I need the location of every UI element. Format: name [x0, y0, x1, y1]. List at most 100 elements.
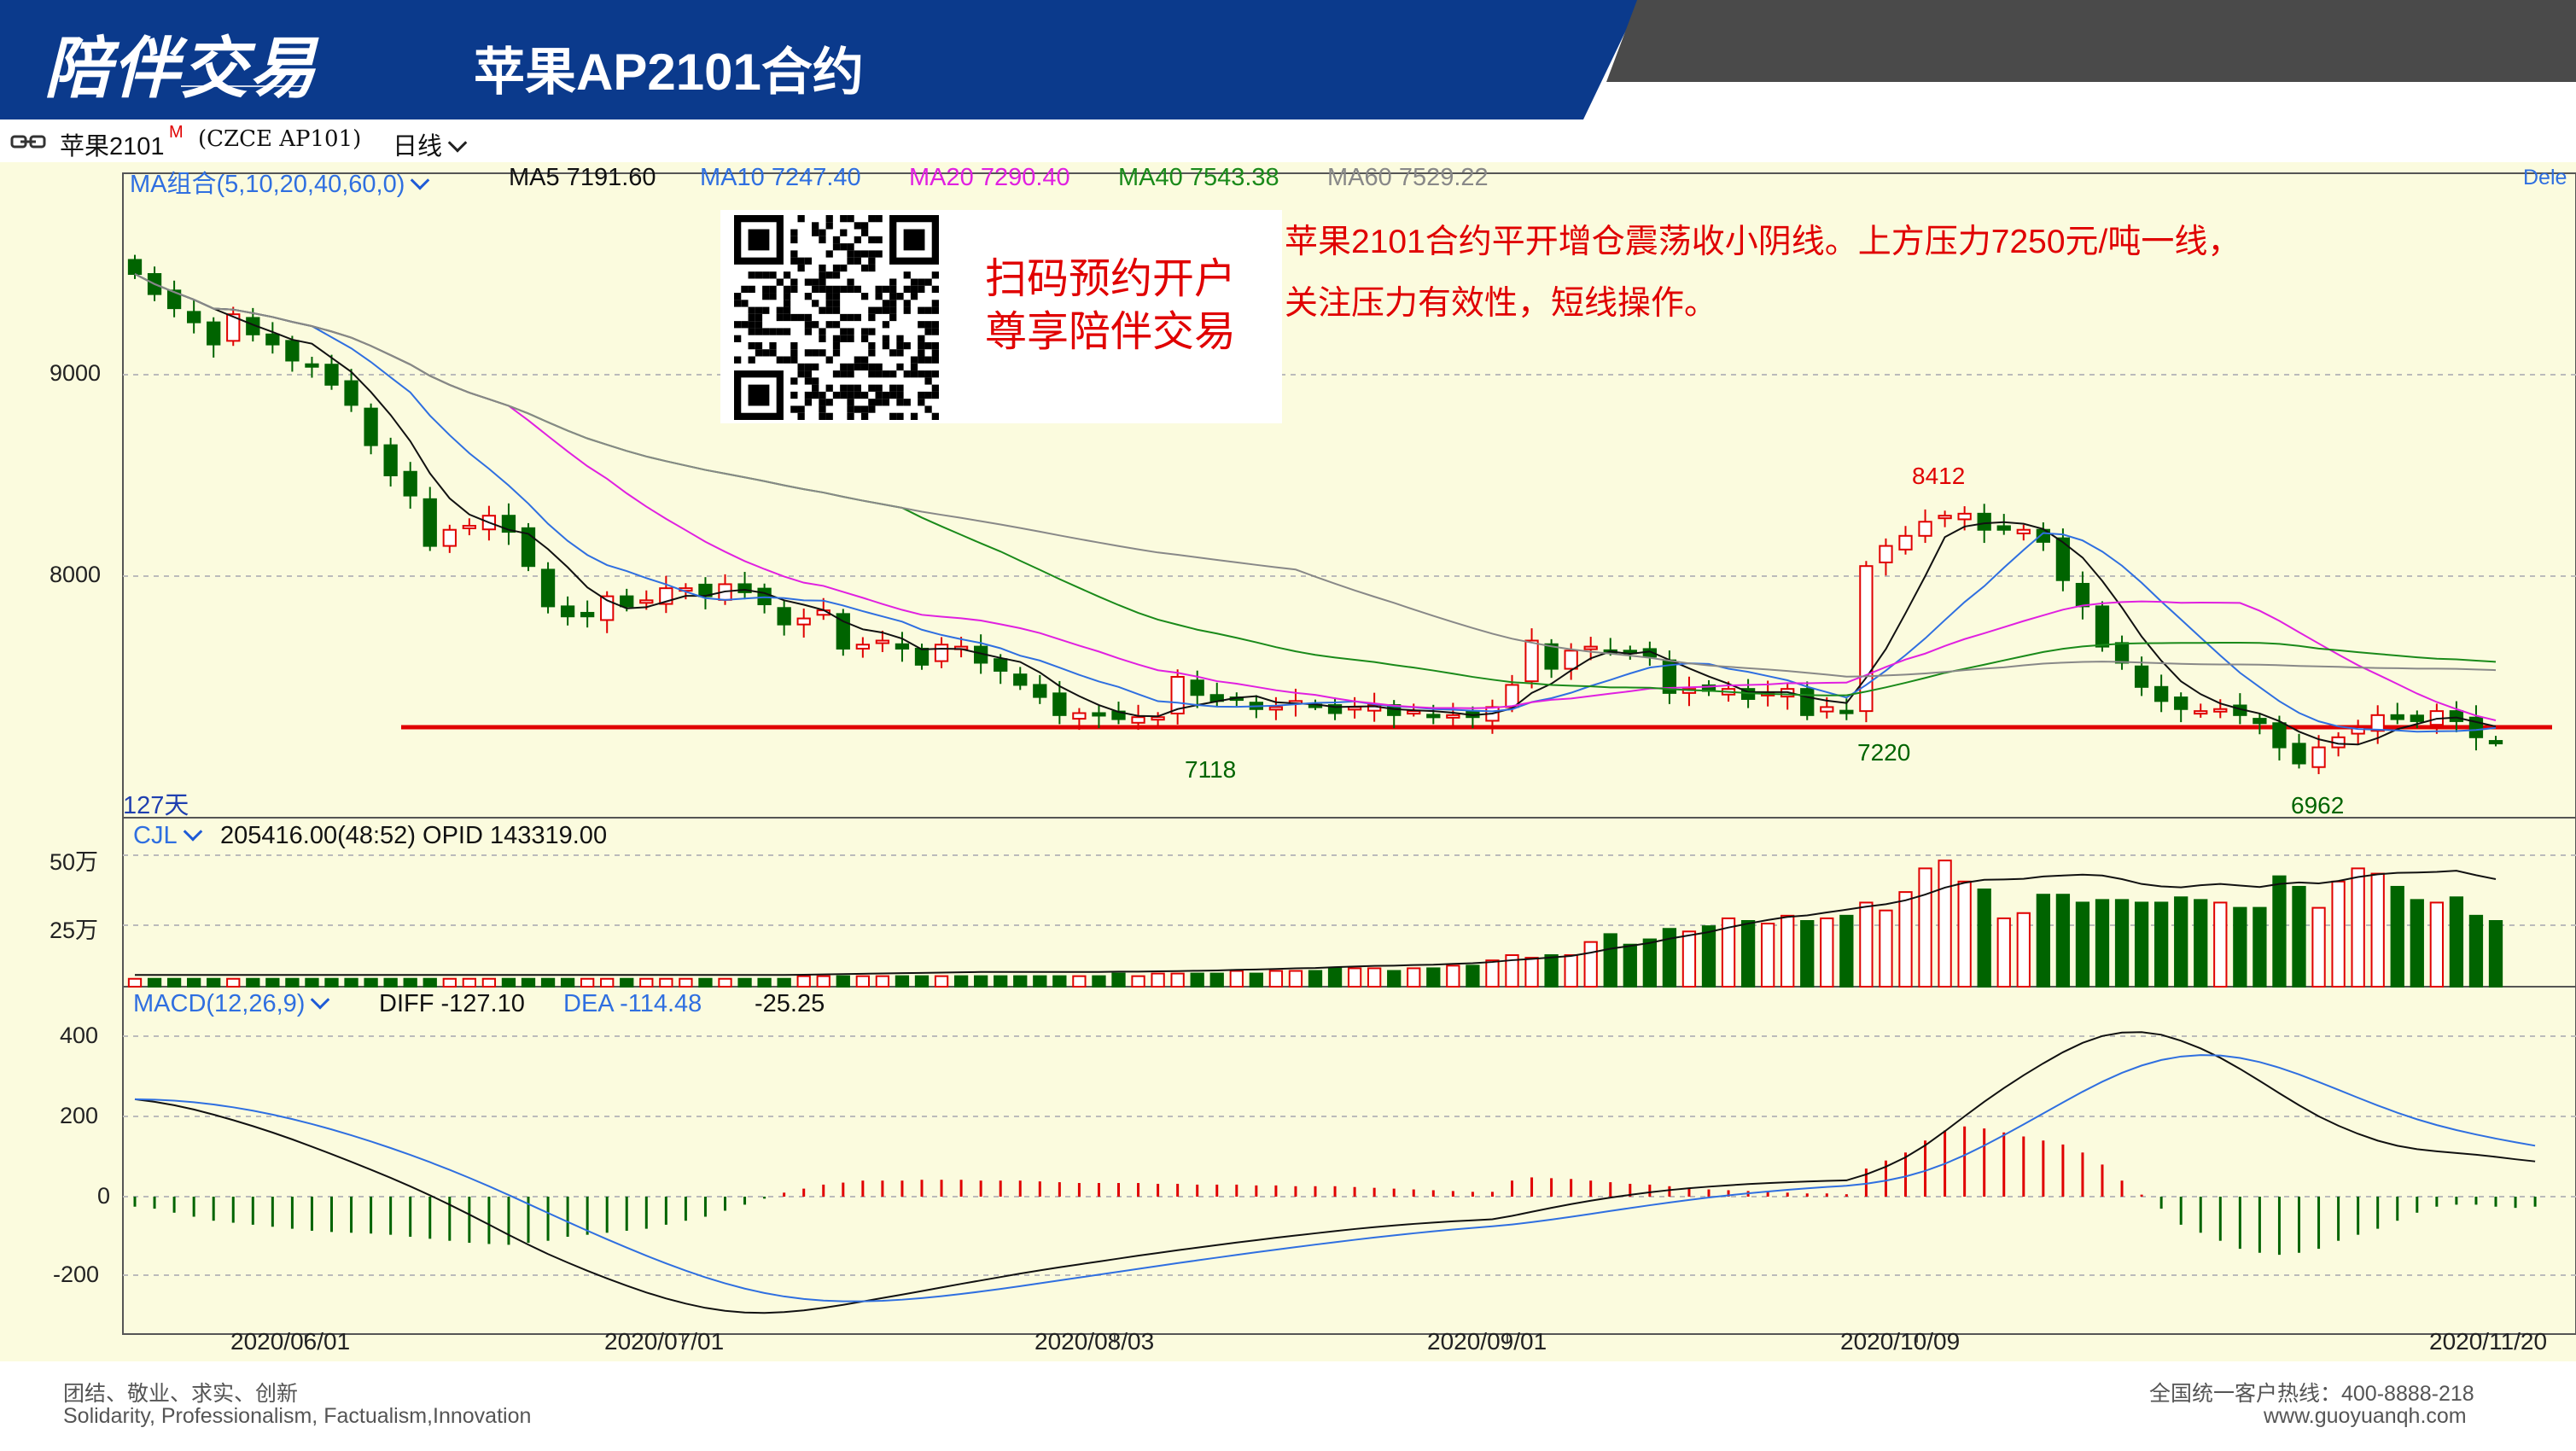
- qr-module: [854, 257, 861, 265]
- qr-module: [832, 321, 841, 329]
- logo: 陪伴交易: [44, 30, 318, 108]
- qr-module: [875, 370, 883, 378]
- volume-bar: [560, 977, 575, 988]
- qr-code-icon[interactable]: [734, 215, 939, 420]
- qr-module: [889, 349, 897, 357]
- volume-bar: [2272, 875, 2287, 988]
- qr-module: [910, 412, 918, 420]
- qr-module: [918, 321, 925, 329]
- qr-module: [918, 391, 925, 399]
- qr-module: [797, 215, 805, 223]
- macd-label: MACD(12,26,9): [133, 990, 306, 1017]
- diff-line: [134, 1031, 2536, 1314]
- qr-module: [924, 341, 932, 350]
- qr-module: [819, 391, 826, 399]
- qr-module: [734, 293, 742, 300]
- qr-module: [804, 278, 813, 286]
- qr-module: [755, 306, 763, 314]
- qr-module: [797, 405, 805, 413]
- candle-body: [1407, 710, 1421, 715]
- candle-body: [2174, 696, 2188, 710]
- qr-module: [860, 412, 869, 420]
- qr-module: [783, 356, 791, 364]
- ma5-value: MA5 7191.60: [509, 164, 656, 191]
- qr-module: [854, 391, 861, 399]
- candle-body: [1426, 714, 1441, 719]
- volume-bar: [698, 977, 713, 988]
- qr-module: [882, 306, 890, 314]
- qr-module: [875, 399, 883, 406]
- volume-bar: [1308, 970, 1323, 988]
- qr-module: [797, 264, 805, 272]
- volume-bar: [1170, 972, 1185, 988]
- volume-bar: [2174, 896, 2188, 988]
- qr-module: [840, 328, 848, 335]
- qr-module: [931, 349, 939, 357]
- qr-module: [734, 321, 742, 329]
- qr-module: [825, 300, 833, 307]
- footer-website[interactable]: www.guoyuanqh.com: [2264, 1404, 2467, 1428]
- volume-bar: [481, 977, 497, 988]
- qr-module: [868, 328, 876, 335]
- qr-module: [748, 285, 755, 294]
- qr-module: [825, 250, 833, 258]
- volume-bar: [1898, 891, 1913, 988]
- chart-area[interactable]: [0, 162, 2576, 1361]
- candle-body: [344, 380, 358, 406]
- qr-module: [840, 215, 848, 223]
- volume-bar: [1466, 964, 1480, 988]
- qr-module: [918, 349, 925, 357]
- volume-bar: [1485, 959, 1500, 988]
- volume-bar: [1131, 975, 1145, 988]
- volume-bar: [2370, 872, 2385, 988]
- qr-module: [847, 250, 854, 258]
- vol-tick-50: 50万: [50, 849, 99, 875]
- qr-module: [804, 399, 813, 406]
- qr-module: [924, 370, 932, 378]
- qr-module: [819, 264, 826, 272]
- ma10-value: MA10 7247.40: [700, 164, 861, 191]
- qr-module: [875, 306, 883, 314]
- volume-bar: [994, 975, 1008, 988]
- qr-module: [812, 384, 819, 392]
- macd-select[interactable]: MACD(12,26,9): [133, 990, 330, 1018]
- qr-module: [889, 313, 897, 322]
- qr-module: [854, 363, 861, 371]
- qr-module: [783, 293, 791, 300]
- qr-module: [790, 285, 798, 294]
- link-icon[interactable]: [10, 131, 48, 152]
- qr-module: [868, 306, 876, 314]
- candle-body: [1131, 716, 1145, 724]
- candle-body: [207, 321, 221, 346]
- qr-module: [924, 321, 932, 329]
- qr-module: [889, 391, 897, 399]
- qr-promo[interactable]: 扫码预约开户 尊享陪伴交易: [720, 210, 1282, 423]
- qr-module: [840, 243, 848, 251]
- qr-module: [797, 313, 805, 322]
- candle-body: [2390, 714, 2404, 720]
- ma20-value: MA20 7290.40: [909, 164, 1070, 191]
- qr-module: [868, 341, 876, 350]
- volume-bar: [934, 975, 949, 988]
- candle-body: [1170, 676, 1185, 714]
- cjl-select[interactable]: CJL: [133, 822, 202, 850]
- qr-module: [931, 321, 939, 329]
- candle-body: [1544, 643, 1559, 670]
- qr-module: [875, 250, 883, 258]
- contract-name[interactable]: 苹果2101: [60, 133, 165, 160]
- qr-module: [783, 306, 791, 314]
- qr-module: [889, 306, 897, 314]
- qr-module: [868, 313, 876, 322]
- volume-bar: [1740, 920, 1756, 988]
- candle-body: [796, 617, 811, 626]
- qr-module: [825, 384, 833, 392]
- low-price-label: 6962: [2291, 792, 2345, 819]
- period-select[interactable]: 日线: [393, 126, 468, 162]
- candle-body: [580, 611, 595, 618]
- ma-group-select[interactable]: MA组合(5,10,20,40,60,0): [130, 164, 430, 200]
- qr-module: [860, 405, 869, 413]
- qr-module: [889, 300, 897, 307]
- candle-body: [2154, 685, 2169, 702]
- qr-module: [882, 370, 890, 378]
- footer-motto-en: Solidarity, Professionalism, Factualism,…: [63, 1404, 532, 1428]
